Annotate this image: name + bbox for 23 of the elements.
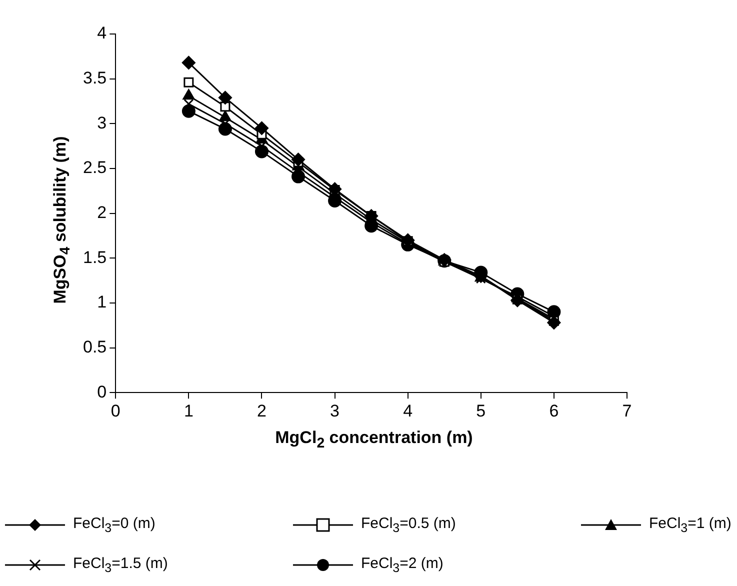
y-tick-label: 2: [97, 202, 107, 222]
x-tick-label: 1: [184, 401, 194, 420]
x-tick-label: 2: [257, 401, 266, 420]
y-tick-label: 4: [97, 24, 107, 43]
x-tick-label: 6: [549, 401, 559, 420]
y-tick-label: 1: [97, 292, 107, 312]
y-tick-label: 0.5: [82, 337, 107, 356]
legend-label: FeCl$_{3}$=1 (m): [649, 515, 732, 535]
x-tick-label: 4: [403, 401, 413, 420]
legend-label: FeCl$_{3}$=0.5 (m): [361, 515, 456, 535]
y-tick-label: 3: [97, 113, 107, 132]
x-axis-title: MgCl$_{2}$ concentration (m): [275, 428, 473, 452]
x-tick-label: 3: [330, 401, 340, 420]
y-tick-label: 3.5: [82, 68, 107, 88]
x-tick-label: 5: [476, 401, 486, 420]
x-tick-label: 7: [622, 401, 632, 420]
legend-label: FeCl$_{3}$=1.5 (m): [73, 555, 168, 575]
y-tick-label: 2.5: [82, 158, 107, 178]
x-tick-label: 0: [110, 401, 120, 420]
y-tick-label: 1.5: [82, 248, 107, 267]
legend-label: FeCl$_{3}$=0 (m): [73, 515, 156, 535]
legend-label: FeCl$_{3}$=2 (m): [361, 555, 444, 575]
y-tick-label: 0: [97, 382, 107, 402]
